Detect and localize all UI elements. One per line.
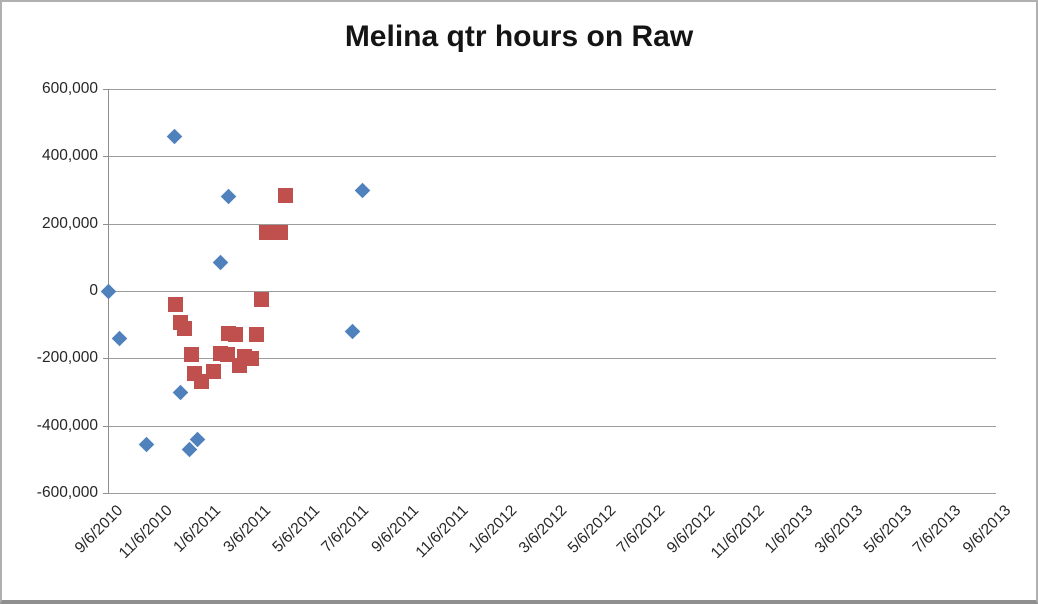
data-point-square[interactable] xyxy=(228,327,244,343)
y-axis-tick-label: 600,000 xyxy=(41,80,98,97)
y-axis-tick xyxy=(103,493,108,494)
data-point-diamond[interactable] xyxy=(166,128,182,144)
data-point-diamond[interactable] xyxy=(100,283,116,299)
gridline xyxy=(108,156,996,158)
x-axis-tick-label: 7/6/2013 xyxy=(910,502,965,557)
data-point-diamond[interactable] xyxy=(172,384,188,400)
x-axis-tick-label: 5/6/2013 xyxy=(860,502,916,557)
x-axis-tick-label: 7/6/2012 xyxy=(614,502,669,557)
gridline xyxy=(108,358,996,360)
y-axis-tick-label: -600,000 xyxy=(36,484,98,501)
x-axis-tick-label: 3/6/2012 xyxy=(515,502,571,557)
data-point-square[interactable] xyxy=(254,291,270,307)
data-point-diamond[interactable] xyxy=(221,188,237,205)
data-point-square[interactable] xyxy=(277,187,293,203)
data-point-diamond[interactable] xyxy=(354,182,370,198)
data-point-square[interactable] xyxy=(220,347,236,363)
data-point-square[interactable] xyxy=(248,327,264,343)
data-point-square[interactable] xyxy=(205,364,221,380)
data-point-square[interactable] xyxy=(184,347,200,363)
data-point-square[interactable] xyxy=(167,296,183,312)
x-axis-tick-label: 5/6/2011 xyxy=(269,502,324,556)
data-point-square[interactable] xyxy=(243,350,259,366)
x-axis-tick-label: 9/6/2013 xyxy=(959,502,1015,557)
gridline xyxy=(108,425,996,427)
x-axis-tick-label: 11/6/2010 xyxy=(115,502,176,562)
data-point-diamond[interactable] xyxy=(344,323,360,340)
data-point-diamond[interactable] xyxy=(213,254,229,271)
gridline xyxy=(108,291,996,292)
y-axis-tick-label: 400,000 xyxy=(41,147,98,165)
y-axis-tick-label: -200,000 xyxy=(36,349,98,367)
y-axis-tick xyxy=(103,156,108,158)
y-axis-tick-label: 0 xyxy=(89,282,98,299)
data-point-square[interactable] xyxy=(272,224,288,240)
y-axis-tick xyxy=(103,223,108,225)
x-axis-tick-label: 1/6/2013 xyxy=(762,502,817,557)
y-axis-tick xyxy=(103,425,108,427)
x-axis-tick-label: 1/6/2011 xyxy=(170,502,225,556)
data-point-square[interactable] xyxy=(193,374,209,390)
gridline xyxy=(108,493,996,494)
y-axis-tick xyxy=(103,89,108,90)
chart-title: Melina qtr hours on Raw xyxy=(344,20,694,53)
x-axis-tick-label: 5/6/2012 xyxy=(564,502,620,557)
data-point-diamond[interactable] xyxy=(139,436,155,452)
x-axis-tick-label: 11/6/2012 xyxy=(707,502,768,562)
y-axis-tick-label: -400,000 xyxy=(36,416,98,434)
y-axis-tick-label: 200,000 xyxy=(41,214,98,232)
x-axis-tick-label: 3/6/2011 xyxy=(220,502,275,556)
data-point-square[interactable] xyxy=(259,224,275,240)
gridline xyxy=(108,223,996,225)
data-point-diamond[interactable] xyxy=(112,330,128,346)
y-axis-tick xyxy=(103,358,108,360)
x-axis-tick-label: 11/6/2011 xyxy=(412,502,472,562)
x-axis-tick-label: 7/6/2011 xyxy=(318,502,373,556)
data-point-square[interactable] xyxy=(177,320,193,336)
gridline xyxy=(108,89,996,90)
x-axis-tick-label: 3/6/2013 xyxy=(811,502,867,557)
x-axis-tick-label: 1/6/2012 xyxy=(466,502,521,557)
